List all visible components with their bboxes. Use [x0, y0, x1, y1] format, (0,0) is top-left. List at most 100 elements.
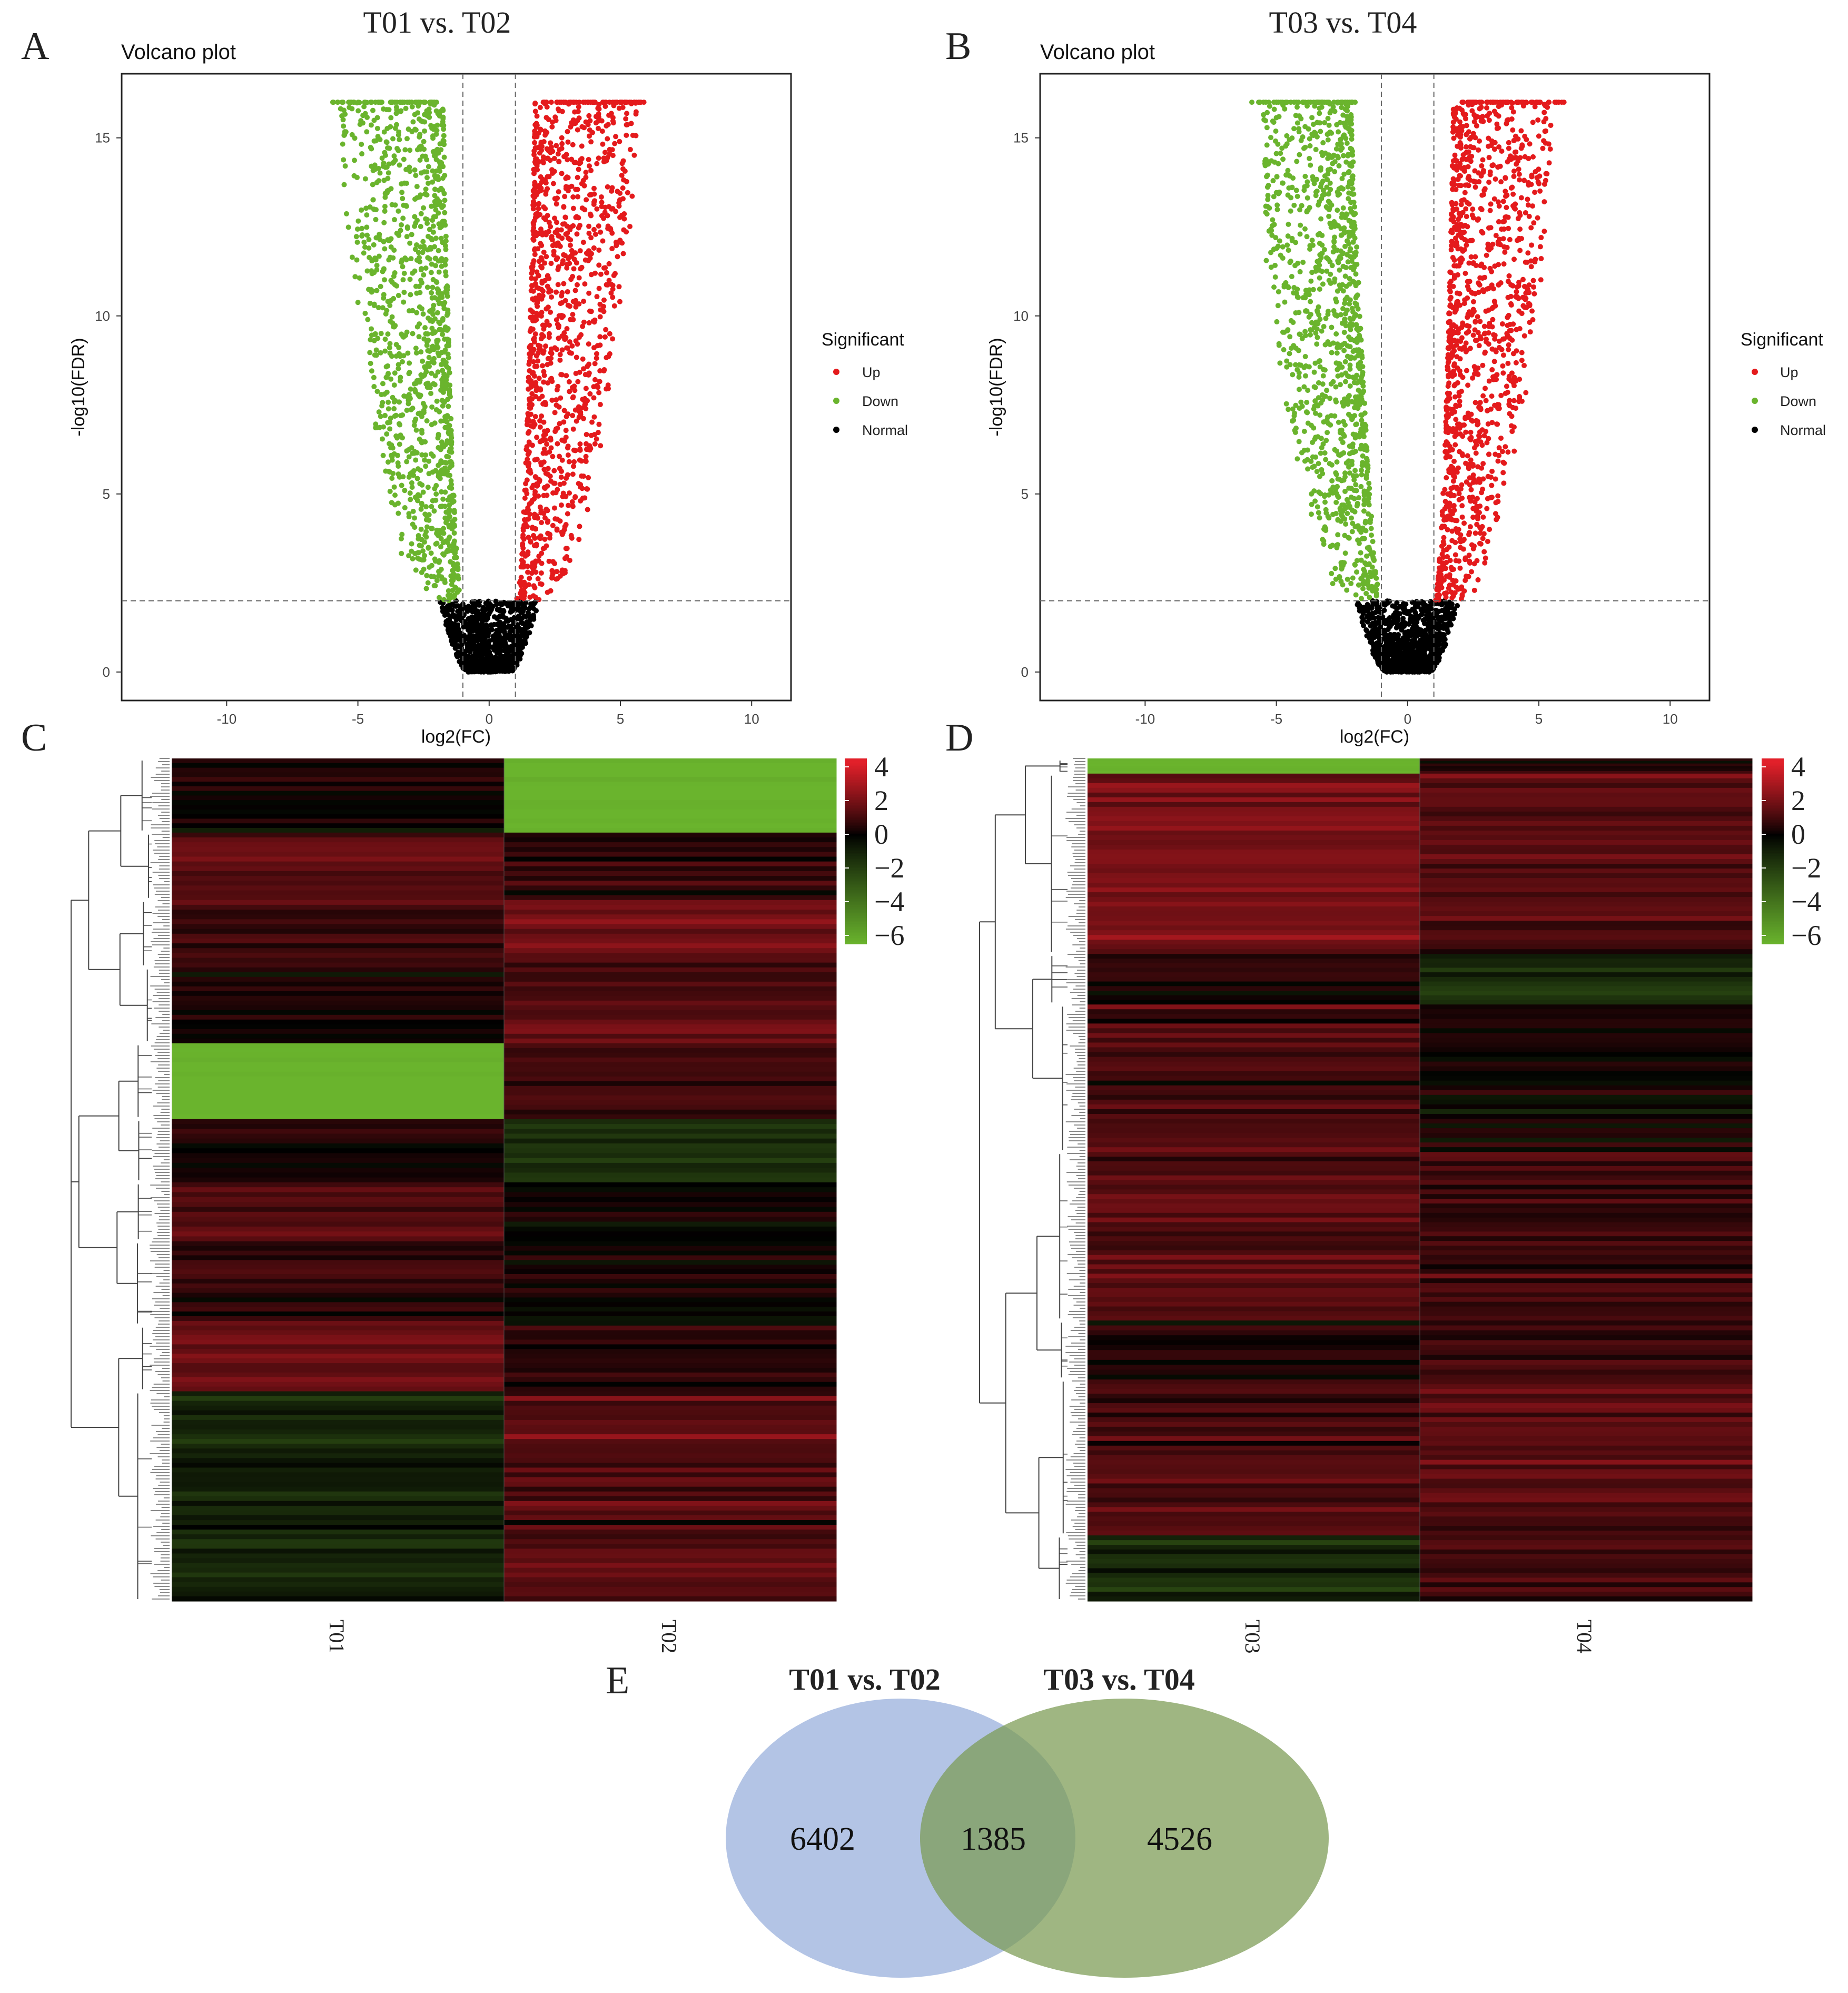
down-point: [361, 240, 367, 245]
down-point: [442, 198, 447, 203]
normal-point: [1455, 603, 1460, 608]
up-point: [1500, 321, 1505, 327]
up-point: [581, 473, 586, 479]
down-point: [440, 114, 446, 120]
up-point: [532, 140, 537, 145]
up-point: [546, 117, 551, 122]
up-point: [569, 120, 574, 125]
down-point: [408, 497, 413, 502]
up-point: [1443, 499, 1448, 504]
up-point: [541, 334, 546, 339]
down-point: [400, 412, 405, 418]
down-point: [417, 132, 422, 137]
up-point: [542, 129, 548, 134]
up-point: [541, 154, 546, 160]
up-point: [621, 228, 626, 233]
down-point: [384, 107, 389, 112]
up-point: [591, 186, 597, 191]
up-point: [1489, 269, 1494, 274]
up-point: [570, 142, 576, 147]
up-point: [570, 471, 576, 477]
up-point: [597, 379, 602, 384]
down-point: [364, 212, 369, 218]
up-point: [1496, 199, 1501, 204]
up-point: [561, 281, 566, 287]
normal-point: [1396, 639, 1401, 645]
down-point: [452, 517, 458, 522]
up-point: [575, 379, 580, 384]
up-point: [605, 136, 610, 142]
up-point: [547, 334, 552, 340]
down-point: [416, 392, 421, 397]
down-point: [432, 420, 438, 426]
down-point: [385, 420, 390, 426]
down-point: [412, 422, 417, 428]
down-point: [419, 570, 424, 575]
up-point: [519, 558, 525, 563]
up-point: [594, 161, 599, 166]
up-point: [610, 153, 616, 158]
up-point: [594, 120, 599, 125]
up-point: [1494, 233, 1499, 238]
normal-point: [1393, 605, 1398, 610]
up-point: [1460, 256, 1465, 262]
up-point: [1469, 569, 1474, 575]
down-point: [399, 551, 404, 556]
down-point: [362, 244, 368, 250]
down-point: [431, 453, 436, 459]
normal-point: [1399, 626, 1405, 632]
up-point: [546, 356, 551, 361]
down-point: [450, 561, 456, 566]
up-point: [521, 528, 526, 533]
down-point: [402, 147, 408, 152]
up-point: [541, 327, 546, 332]
up-point: [538, 140, 543, 145]
down-point: [424, 339, 430, 344]
up-point: [550, 559, 556, 564]
down-point: [373, 217, 378, 222]
up-point: [1514, 289, 1519, 294]
down-point: [372, 167, 378, 172]
down-point: [385, 363, 390, 369]
down-point: [401, 393, 407, 399]
up-point: [1532, 190, 1537, 195]
up-point: [548, 261, 554, 266]
up-point: [549, 376, 554, 381]
down-point: [371, 384, 377, 389]
up-point: [549, 347, 554, 352]
down-point: [429, 504, 434, 509]
up-point: [1465, 382, 1470, 388]
down-point: [373, 331, 378, 337]
up-point: [528, 539, 533, 544]
up-point: [1472, 588, 1477, 593]
up-point: [1450, 163, 1455, 169]
normal-point: [492, 642, 498, 647]
up-point: [584, 197, 589, 202]
normal-point: [1405, 637, 1410, 642]
down-point: [452, 508, 457, 513]
down-point: [390, 280, 395, 285]
down-point: [402, 488, 407, 493]
down-point: [390, 395, 396, 400]
up-point: [606, 122, 611, 127]
up-point: [1481, 168, 1486, 173]
down-point: [438, 418, 443, 423]
down-point: [447, 507, 452, 512]
up-point: [1475, 577, 1480, 583]
up-point: [580, 357, 586, 362]
up-point: [542, 278, 548, 283]
up-point: [1450, 230, 1455, 235]
down-point: [434, 202, 440, 208]
normal-point: [448, 631, 453, 636]
up-point: [1493, 500, 1498, 505]
down-point: [394, 122, 399, 127]
up-point: [550, 574, 555, 579]
up-point: [601, 298, 607, 303]
up-point: [1462, 247, 1467, 252]
up-point: [569, 184, 575, 189]
normal-point: [1361, 623, 1366, 628]
down-point: [392, 217, 397, 222]
down-point: [407, 241, 412, 246]
up-point: [1504, 205, 1509, 210]
down-point: [407, 100, 412, 105]
